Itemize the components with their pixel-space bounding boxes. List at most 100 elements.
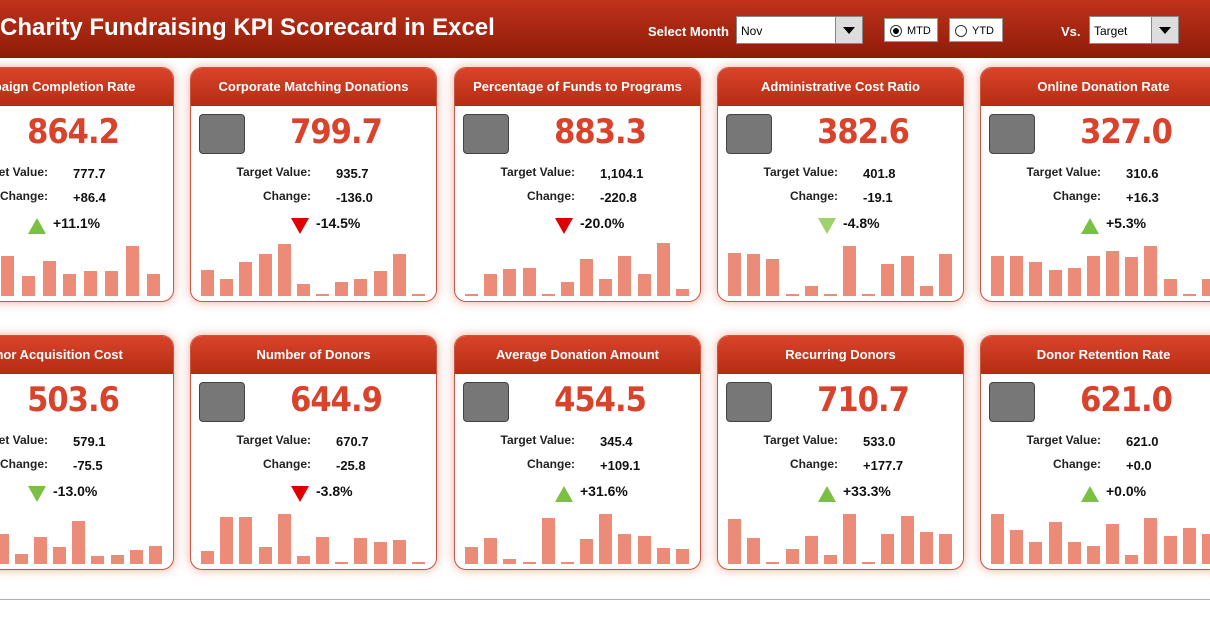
change-label: Change:	[0, 457, 48, 471]
spark-bar	[21, 276, 35, 296]
status-light	[989, 114, 1035, 154]
kpi-value: 327.0	[1080, 112, 1173, 152]
spark-bar	[747, 538, 761, 564]
spark-bar	[239, 262, 253, 296]
kpi-value: 503.6	[27, 380, 120, 420]
spark-bar	[220, 279, 234, 296]
spark-bar	[919, 532, 933, 564]
trend-arrow	[291, 486, 309, 502]
spark-bar	[0, 256, 14, 296]
target-label: Target Value:	[500, 433, 575, 447]
target-value: 935.7	[336, 166, 369, 181]
spark-bar	[411, 294, 425, 296]
spark-bar	[296, 284, 310, 296]
change-value: +0.0	[1126, 458, 1152, 473]
status-light	[726, 114, 772, 154]
spark-bar	[503, 269, 517, 296]
spark-bar	[1029, 542, 1043, 564]
spark-bar	[335, 282, 349, 296]
spark-bar	[728, 519, 741, 564]
spark-bar	[373, 542, 387, 564]
change-percent: +5.3%	[1106, 215, 1147, 231]
spark-bar	[919, 286, 933, 296]
spark-bar	[599, 514, 613, 564]
change-label: Change:	[263, 189, 311, 203]
spark-bar	[1086, 256, 1100, 296]
ytd-radio[interactable]: YTD	[949, 18, 1003, 42]
spark-bar	[599, 279, 613, 296]
mtd-radio[interactable]: MTD	[884, 18, 938, 42]
spark-bar	[72, 521, 86, 564]
target-label: Target Value:	[236, 165, 311, 179]
spark-bar	[392, 540, 406, 564]
target-label: Target Value:	[236, 433, 311, 447]
card-title: Administrative Cost Ratio	[718, 68, 963, 106]
spark-bar	[354, 279, 368, 296]
spark-bar	[335, 562, 349, 564]
kpi-value: 710.7	[817, 380, 910, 420]
spark-bar	[560, 562, 574, 564]
spark-bar	[804, 286, 818, 296]
kpi-card: Average Donation Amount 454.5 Target Value…	[454, 335, 701, 570]
spark-bar	[1144, 246, 1158, 296]
spark-bar	[129, 550, 143, 564]
spark-bar	[465, 294, 478, 296]
spark-bar	[823, 294, 837, 296]
card-title: Number of Donors	[191, 336, 436, 374]
spark-bar	[1029, 262, 1043, 296]
spark-bar	[675, 289, 689, 296]
spark-bar	[465, 547, 478, 564]
month-label: Select Month	[648, 24, 729, 39]
change-label: Change:	[263, 457, 311, 471]
kpi-card: Online Donation Rate 327.0 Target Value: 31…	[980, 67, 1210, 302]
spark-bar	[560, 282, 574, 296]
spark-bar	[991, 514, 1004, 564]
vs-dropdown[interactable]: Target	[1089, 16, 1179, 44]
trend-arrow	[555, 486, 573, 502]
spark-bar	[484, 274, 498, 296]
spark-bar	[862, 562, 876, 564]
target-value: 579.1	[73, 434, 106, 449]
spark-bar	[1163, 279, 1177, 296]
spark-bar	[1144, 518, 1158, 564]
kpi-value: 799.7	[290, 112, 383, 152]
target-value: 1,104.1	[600, 166, 644, 181]
trend-arrow	[555, 218, 573, 234]
card-title: Online Donation Rate	[981, 68, 1210, 106]
spark-bar	[675, 549, 689, 564]
spark-bar	[33, 537, 47, 564]
change-value: -19.1	[863, 190, 893, 205]
dropdown-button[interactable]	[1151, 17, 1178, 43]
target-label: Target Value:	[0, 165, 48, 179]
kpi-card: Percentage of Funds to Programs 883.3 Targ…	[454, 67, 701, 302]
target-value: 533.0	[863, 434, 896, 449]
spark-bar	[1106, 524, 1119, 564]
spark-bar	[1067, 542, 1081, 564]
spark-bar	[637, 536, 651, 564]
dropdown-button[interactable]	[835, 17, 862, 43]
target-label: Target Value:	[1026, 433, 1101, 447]
spark-bar	[1201, 534, 1210, 564]
spark-bar	[1010, 256, 1024, 296]
change-value: +109.1	[600, 458, 641, 473]
kpi-value: 454.5	[554, 380, 647, 420]
change-percent: -3.8%	[316, 483, 353, 499]
trend-arrow	[1081, 218, 1099, 234]
spark-bar	[1125, 257, 1139, 296]
spark-bar	[766, 259, 780, 296]
spark-bar	[105, 271, 119, 296]
spark-bar	[580, 259, 593, 296]
spark-bar	[147, 274, 161, 296]
spark-bar	[580, 539, 593, 564]
card-title: Donor Acquisition Cost	[0, 336, 173, 374]
kpi-card: Campaign Completion Rate 864.2 Target Valu…	[0, 67, 174, 302]
spark-bar	[785, 549, 799, 564]
change-label: Change:	[790, 189, 838, 203]
spark-bar	[373, 271, 387, 296]
month-dropdown[interactable]: Nov	[736, 16, 863, 44]
change-percent: -14.5%	[316, 215, 361, 231]
target-value: 621.0	[1126, 434, 1159, 449]
trend-arrow	[28, 486, 46, 502]
change-label: Change:	[527, 189, 575, 203]
